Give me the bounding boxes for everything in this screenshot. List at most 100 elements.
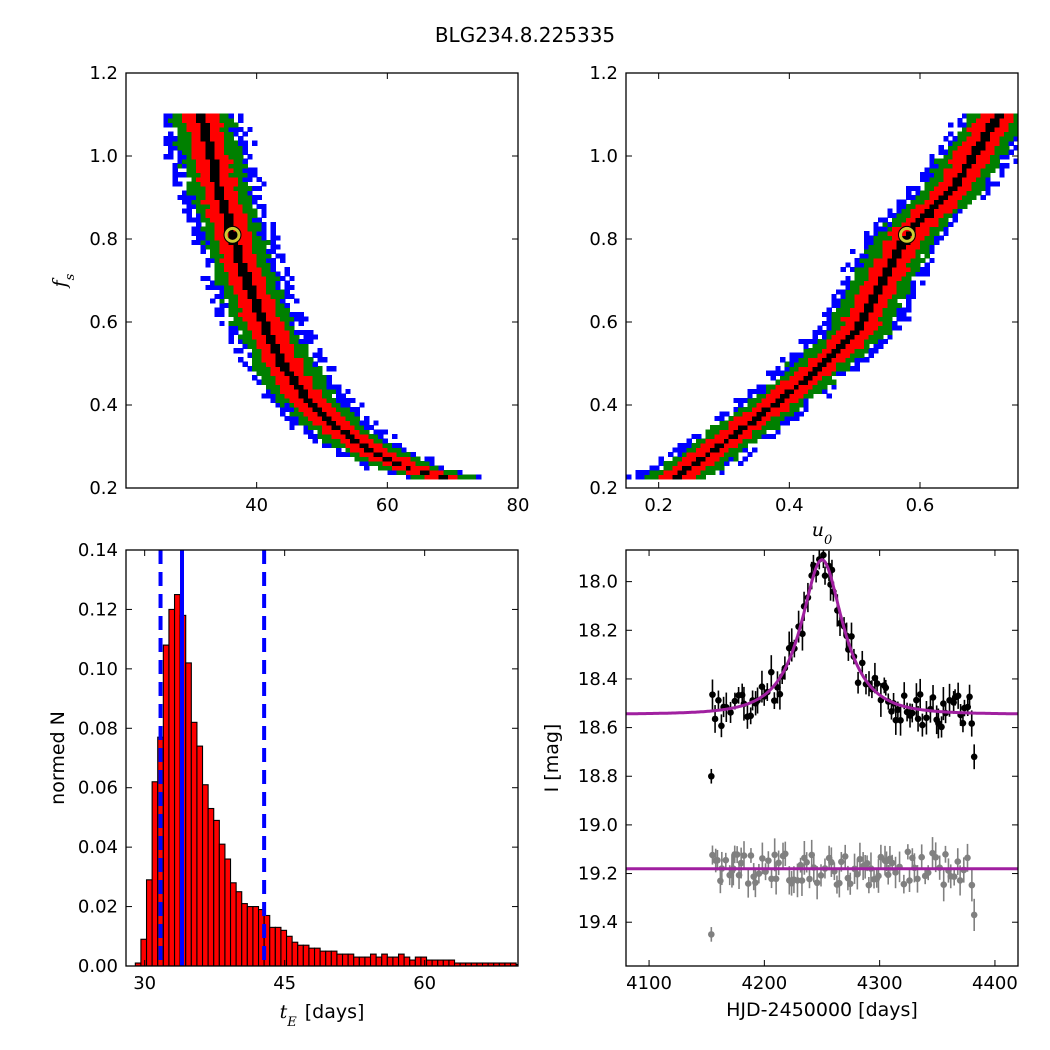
- heatmap-cell: [901, 212, 907, 218]
- heatmap-cell: [719, 465, 725, 471]
- heatmap-cell: [924, 172, 930, 178]
- heatmap-cell: [298, 397, 304, 403]
- heatmap-cell: [233, 330, 239, 336]
- heatmap-cell: [626, 474, 632, 480]
- heatmap-cell: [172, 118, 178, 124]
- heatmap-cell: [943, 226, 949, 232]
- heatmap-cell: [714, 465, 720, 471]
- heatmap-cell: [864, 298, 870, 304]
- heatmap-cell: [266, 239, 272, 245]
- heatmap-cell: [882, 280, 888, 286]
- heatmap-cell: [233, 208, 239, 214]
- heatmap-cell: [396, 447, 402, 453]
- heatmap-cell: [700, 447, 706, 453]
- heatmap-cell: [280, 289, 286, 295]
- heatmap-cell: [705, 465, 711, 471]
- heatmap-cell: [200, 235, 206, 241]
- heatmap-cell: [322, 388, 328, 394]
- heatmap-cell: [677, 465, 683, 471]
- heatmap-cell: [359, 447, 365, 453]
- heatmap-cell: [784, 379, 790, 385]
- heatmap-cell: [831, 330, 837, 336]
- data-point: [884, 871, 892, 879]
- heatmap-cell: [962, 145, 968, 151]
- heatmap-cell: [761, 433, 767, 439]
- heatmap-cell: [242, 248, 248, 254]
- heatmap-cell: [1004, 149, 1010, 155]
- heatmap-cell: [275, 393, 281, 399]
- heatmap-cell: [971, 163, 977, 169]
- heatmap-cell: [284, 388, 290, 394]
- heatmap-cell: [326, 375, 332, 381]
- heatmap-cell: [224, 208, 230, 214]
- heatmap-cell: [948, 203, 954, 209]
- heatmap-cell: [920, 203, 926, 209]
- heatmap-cell: [261, 312, 267, 318]
- heatmap-cell: [924, 185, 930, 191]
- heatmap-cell: [354, 456, 360, 462]
- heatmap-cell: [971, 190, 977, 196]
- heatmap-cell: [294, 334, 300, 340]
- heatmap-cell: [873, 221, 879, 227]
- heatmap-cell: [247, 330, 253, 336]
- heatmap-cell: [887, 230, 893, 236]
- heatmap-cell: [364, 456, 370, 462]
- heatmap-cell: [780, 384, 786, 390]
- heatmap-cell: [200, 140, 206, 146]
- heatmap-cell: [163, 136, 169, 142]
- heatmap-cell: [999, 149, 1005, 155]
- heatmap-cell: [985, 181, 991, 187]
- heatmap-cell: [242, 280, 248, 286]
- histogram-bar: [173, 594, 181, 966]
- heatmap-cell: [817, 388, 823, 394]
- heatmap-cell: [822, 384, 828, 390]
- heatmap-cell: [224, 221, 230, 227]
- heatmap-cell: [233, 325, 239, 331]
- heatmap-cell: [892, 248, 898, 254]
- heatmap-cell: [976, 145, 982, 151]
- heatmap-cell: [831, 370, 837, 376]
- heatmap-cell: [280, 298, 286, 304]
- heatmap-cell: [233, 348, 239, 354]
- heatmap-cell: [312, 420, 318, 426]
- heatmap-cell: [887, 262, 893, 268]
- heatmap-cell: [752, 420, 758, 426]
- heatmap-cell: [948, 145, 954, 151]
- heatmap-cell: [210, 248, 216, 254]
- y-tick-label: 0.6: [589, 312, 618, 333]
- heatmap-cell: [817, 330, 823, 336]
- heatmap-cell: [289, 330, 295, 336]
- heatmap-cell: [990, 131, 996, 137]
- heatmap-cell: [752, 388, 758, 394]
- x-axis-label: tE [days]: [280, 1001, 365, 1030]
- heatmap-cell: [359, 451, 365, 457]
- heatmap-cell: [238, 113, 244, 119]
- heatmap-cell: [962, 113, 968, 119]
- heatmap-cell: [350, 433, 356, 439]
- heatmap-cell: [990, 149, 996, 155]
- heatmap-cell: [261, 244, 267, 250]
- heatmap-cell: [345, 438, 351, 444]
- heatmap-cell: [873, 348, 879, 354]
- heatmap-cell: [850, 298, 856, 304]
- heatmap-cell: [191, 118, 197, 124]
- heatmap-cell: [971, 181, 977, 187]
- heatmap-cell: [350, 447, 356, 453]
- heatmap-cell: [247, 334, 253, 340]
- heatmap-cell: [770, 397, 776, 403]
- heatmap-cell: [896, 280, 902, 286]
- heatmap-cell: [242, 330, 248, 336]
- heatmap-cell: [261, 221, 267, 227]
- heatmap-cell: [910, 253, 916, 259]
- heatmap-cell: [710, 433, 716, 439]
- heatmap-cell: [854, 330, 860, 336]
- heatmap-cell: [896, 285, 902, 291]
- heatmap-cell: [252, 212, 258, 218]
- heatmap-cell: [896, 203, 902, 209]
- heatmap-cell: [457, 474, 463, 480]
- heatmap-cell: [1008, 131, 1014, 137]
- heatmap-cell: [191, 190, 197, 196]
- heatmap-cell: [915, 226, 921, 232]
- heatmap-cell: [252, 348, 258, 354]
- data-point: [838, 858, 845, 866]
